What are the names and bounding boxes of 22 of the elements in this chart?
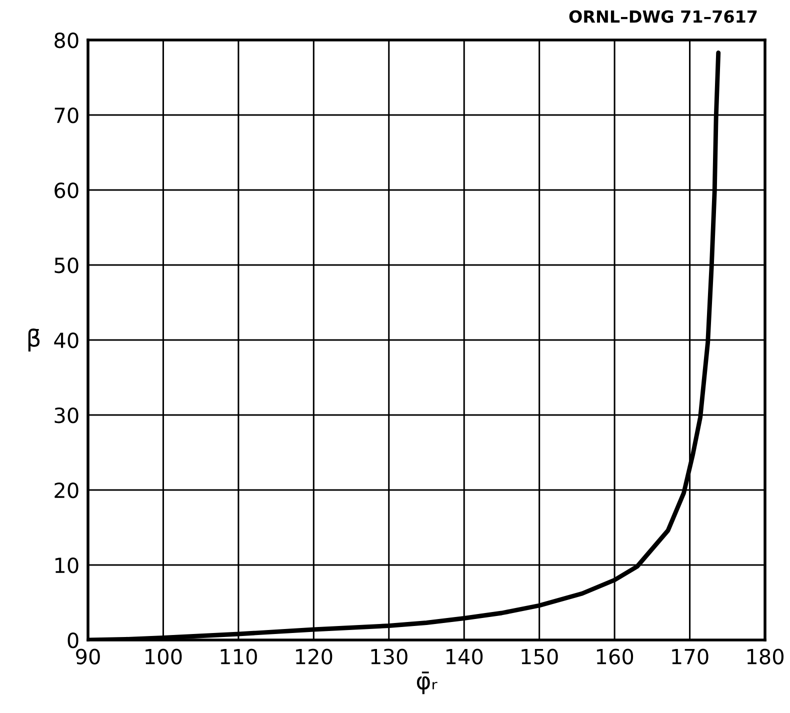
- x-tick-label: 130: [371, 648, 408, 664]
- x-tick-label: 90: [76, 648, 100, 664]
- x-tick-label: 100: [146, 648, 182, 664]
- y-axis-title: β̄: [28, 328, 40, 352]
- x-tick-label: 170: [672, 648, 708, 664]
- y-tick-label: 70: [54, 107, 78, 124]
- x-tick-label: 110: [220, 648, 257, 664]
- y-tick-label: 20: [54, 482, 78, 498]
- y-tick-label: 60: [54, 182, 78, 198]
- x-tick-label: 150: [522, 648, 558, 664]
- y-tick-label: 40: [54, 332, 78, 348]
- y-tick-label: 50: [54, 257, 78, 274]
- y-tick-label: 30: [54, 407, 78, 424]
- x-tick-label: 160: [596, 648, 634, 664]
- x-tick-label: 120: [296, 648, 332, 664]
- text: ORNL–DWG 71–7617: [569, 10, 757, 23]
- x-tick-label: 140: [446, 648, 483, 664]
- y-tick-label: 10: [55, 557, 78, 574]
- x-axis-title: φ̄ᵣ: [416, 672, 438, 694]
- y-tick-label: 0: [68, 632, 78, 648]
- y-tick-label: 80: [54, 32, 78, 48]
- x-tick-label: 180: [747, 648, 784, 664]
